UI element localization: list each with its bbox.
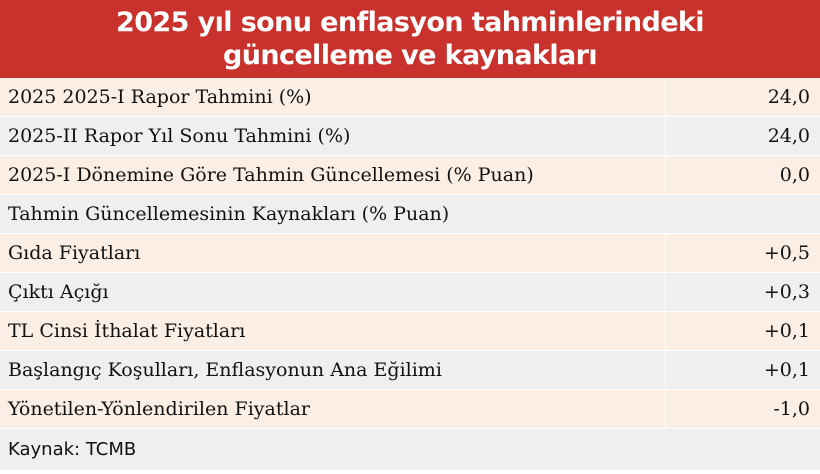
table-row: Çıktı Açığı +0,3 [0, 273, 820, 312]
table-row: 2025-I Dönemine Göre Tahmin Güncellemesi… [0, 156, 820, 195]
section-heading-label: Tahmin Güncellemesinin Kaynakları (% Pua… [8, 203, 450, 225]
row-value: +0,1 [763, 320, 810, 342]
row-label: TL Cinsi İthalat Fiyatları [0, 312, 666, 350]
row-label: 2025-I Dönemine Göre Tahmin Güncellemesi… [0, 156, 666, 194]
row-value: +0,5 [763, 242, 810, 264]
table-row: TL Cinsi İthalat Fiyatları +0,1 [0, 312, 820, 351]
row-label: Başlangıç Koşulları, Enflasyonun Ana Eği… [0, 351, 666, 389]
row-value: -1,0 [773, 398, 810, 420]
table-row: 2025 2025-I Rapor Tahmini (%) 24,0 [0, 78, 820, 117]
row-label: Gıda Fiyatları [0, 234, 666, 272]
table-row: Gıda Fiyatları +0,5 [0, 234, 820, 273]
source-note: Kaynak: TCMB [0, 429, 820, 470]
table-row: Başlangıç Koşulları, Enflasyonun Ana Eği… [0, 351, 820, 390]
row-value: 24,0 [767, 86, 810, 108]
row-value: 24,0 [767, 125, 810, 147]
table-row: 2025-II Rapor Yıl Sonu Tahmini (%) 24,0 [0, 117, 820, 156]
row-label: 2025 2025-I Rapor Tahmini (%) [0, 78, 666, 116]
row-value: +0,1 [763, 359, 810, 381]
table-header: 2025 yıl sonu enflasyon tahminlerindeki … [0, 0, 820, 78]
row-value: +0,3 [763, 281, 810, 303]
row-label: 2025-II Rapor Yıl Sonu Tahmini (%) [0, 117, 666, 155]
table-section-heading: Tahmin Güncellemesinin Kaynakları (% Pua… [0, 195, 820, 234]
row-label: Yönetilen-Yönlendirilen Fiyatlar [0, 390, 666, 428]
row-label: Çıktı Açığı [0, 273, 666, 311]
table-title: 2025 yıl sonu enflasyon tahminlerindeki … [116, 7, 704, 71]
row-value: 0,0 [779, 164, 810, 186]
table-row: Yönetilen-Yönlendirilen Fiyatlar -1,0 [0, 390, 820, 429]
